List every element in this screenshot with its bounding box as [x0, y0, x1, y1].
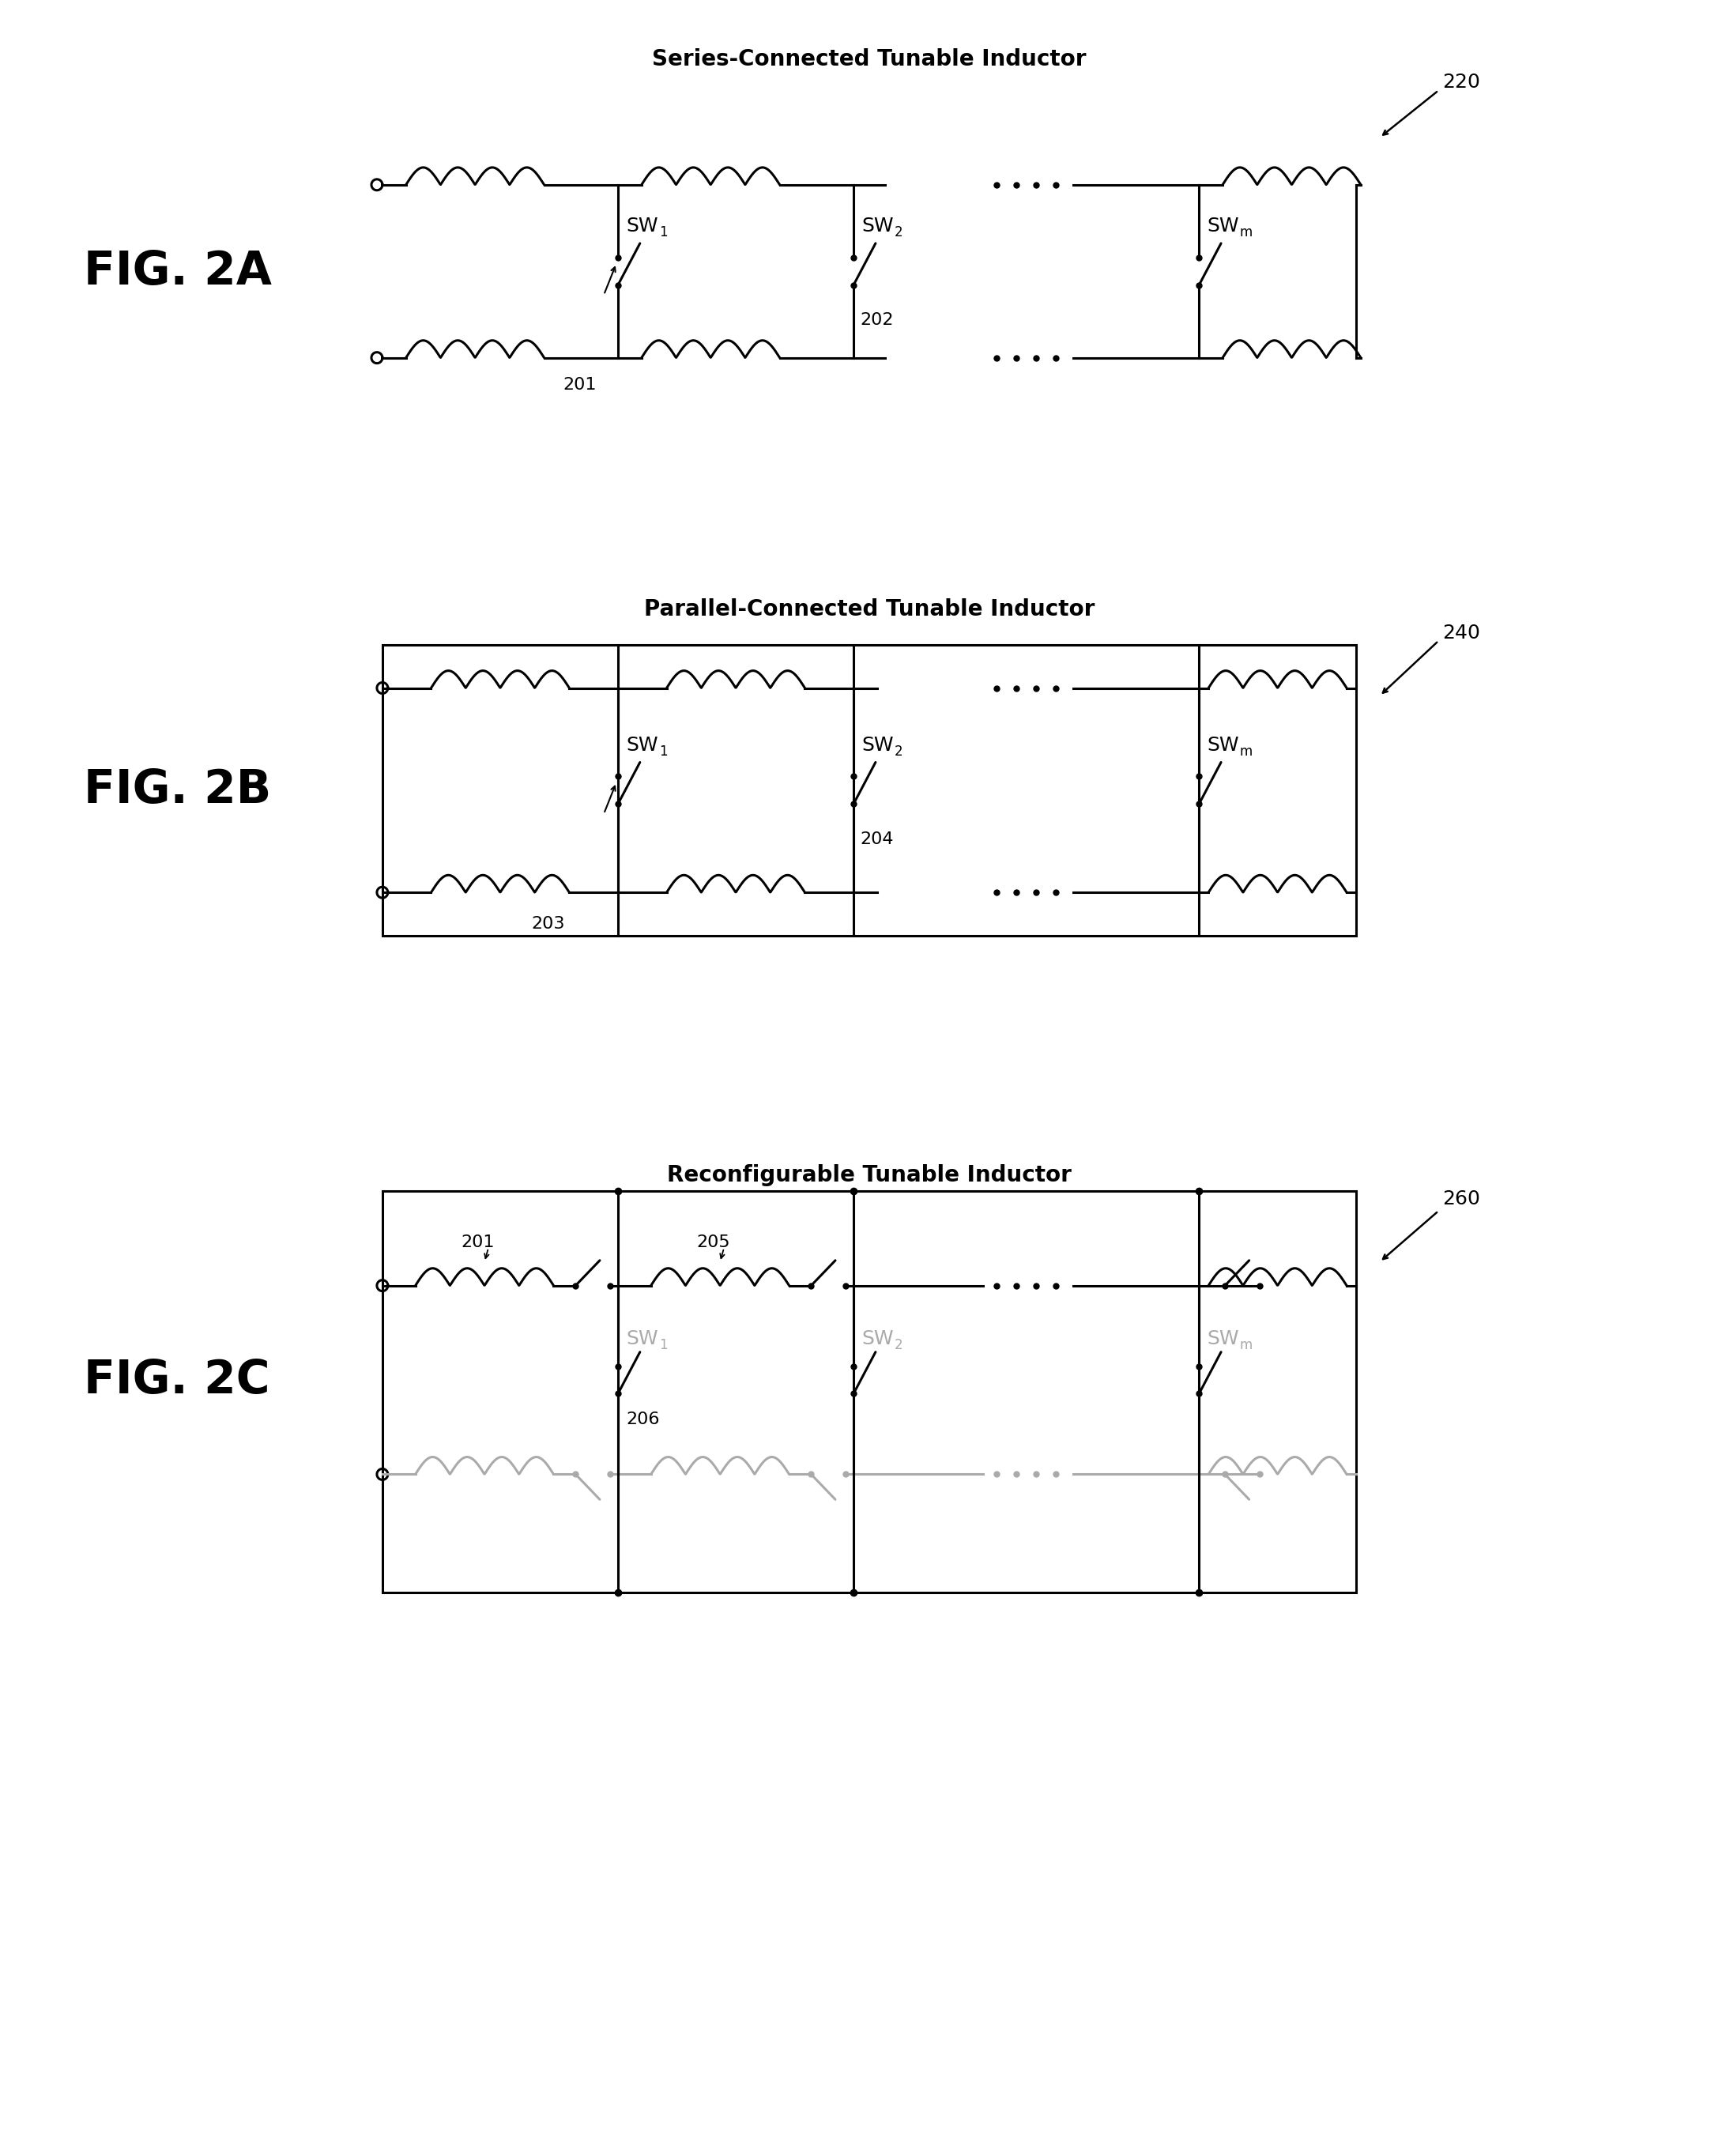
Text: 220: 220: [1443, 73, 1481, 93]
Text: 203: 203: [532, 916, 565, 931]
Text: 205: 205: [696, 1235, 730, 1250]
Text: 206: 206: [625, 1412, 660, 1427]
Text: SW: SW: [625, 735, 658, 755]
Text: SW: SW: [625, 1330, 658, 1348]
Text: SW: SW: [1207, 735, 1240, 755]
Text: Parallel-Connected Tunable Inductor: Parallel-Connected Tunable Inductor: [644, 599, 1095, 621]
Text: Reconfigurable Tunable Inductor: Reconfigurable Tunable Inductor: [666, 1164, 1071, 1186]
Text: 1: 1: [660, 1339, 666, 1352]
Text: SW: SW: [861, 218, 894, 235]
Text: Series-Connected Tunable Inductor: Series-Connected Tunable Inductor: [653, 47, 1087, 69]
Text: 201: 201: [461, 1235, 494, 1250]
Text: 260: 260: [1443, 1190, 1481, 1210]
Text: m: m: [1240, 1339, 1252, 1352]
Text: 2: 2: [894, 744, 902, 759]
Text: SW: SW: [625, 218, 658, 235]
Text: FIG. 2B: FIG. 2B: [84, 768, 272, 813]
Text: 2: 2: [894, 226, 902, 239]
Text: SW: SW: [861, 735, 894, 755]
Text: 202: 202: [859, 313, 894, 328]
Text: SW: SW: [861, 1330, 894, 1348]
Text: SW: SW: [1207, 1330, 1240, 1348]
Text: 240: 240: [1443, 623, 1481, 642]
Text: SW: SW: [1207, 218, 1240, 235]
Text: FIG. 2C: FIG. 2C: [84, 1358, 270, 1401]
Text: m: m: [1240, 226, 1252, 239]
Text: 204: 204: [859, 830, 894, 847]
Text: 1: 1: [660, 226, 666, 239]
Text: 201: 201: [563, 377, 596, 392]
Text: FIG. 2A: FIG. 2A: [84, 248, 272, 293]
Text: 2: 2: [894, 1339, 902, 1352]
Text: m: m: [1240, 744, 1252, 759]
Text: 1: 1: [660, 744, 666, 759]
